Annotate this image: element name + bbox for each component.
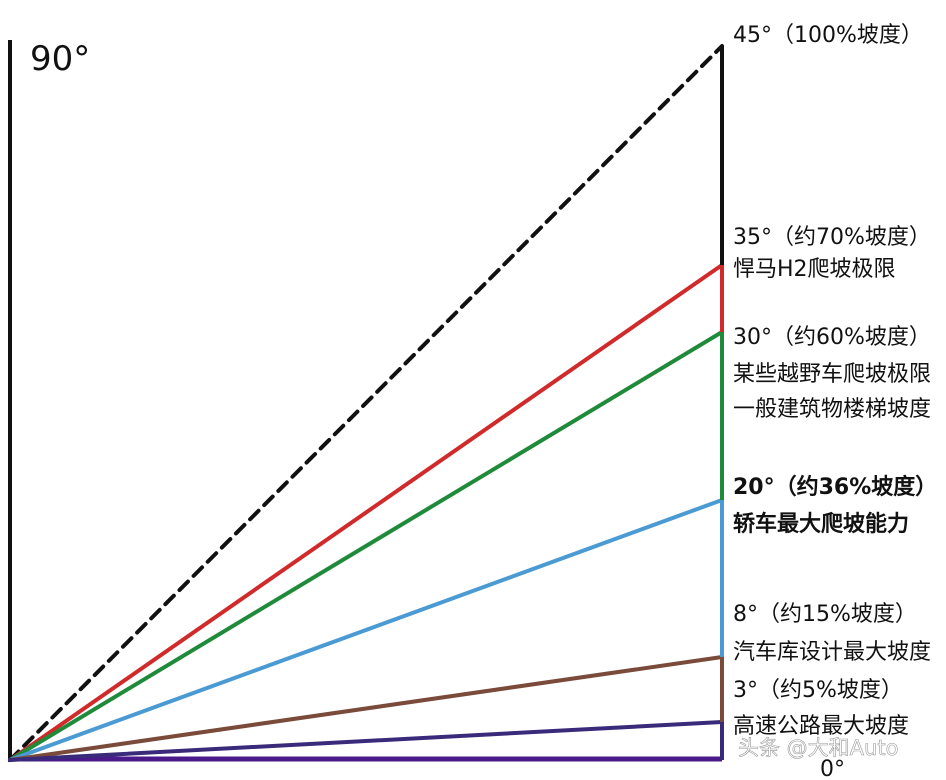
label-30-line1: 30°（约60%坡度） [733,325,931,350]
label-45-line1: 45°（100%坡度） [733,23,923,48]
slope-line-3deg [8,720,724,762]
label-30-line3: 一般建筑物楼梯坡度 [733,397,931,422]
slope-line-35deg [8,263,724,762]
label-35-line2: 悍马H2爬坡极限 [733,257,896,282]
axis-label-90: 90° [30,39,90,79]
label-20-line1: 20°（约36%坡度） [733,474,937,500]
slope-lines [8,44,724,762]
label-3-line1: 3°（约5%坡度） [733,678,903,703]
label-20-line2: 轿车最大爬坡能力 [733,511,909,537]
slope-line-30deg [8,330,724,762]
slope-line-45deg [8,44,724,762]
label-35-line1: 35°（约70%坡度） [733,225,931,250]
label-30-line2: 某些越野车爬坡极限 [733,362,931,387]
label-3-line2: 高速公路最大坡度 [733,714,909,739]
label-8-line1: 8°（约15%坡度） [733,602,917,627]
axis-label-0: 0° [820,757,845,780]
slope-line-20deg [8,498,724,762]
watermark: 头条 @大和Auto [738,736,898,760]
label-8-line2: 汽车库设计最大坡度 [733,640,931,665]
slope-line-8deg [8,655,724,762]
